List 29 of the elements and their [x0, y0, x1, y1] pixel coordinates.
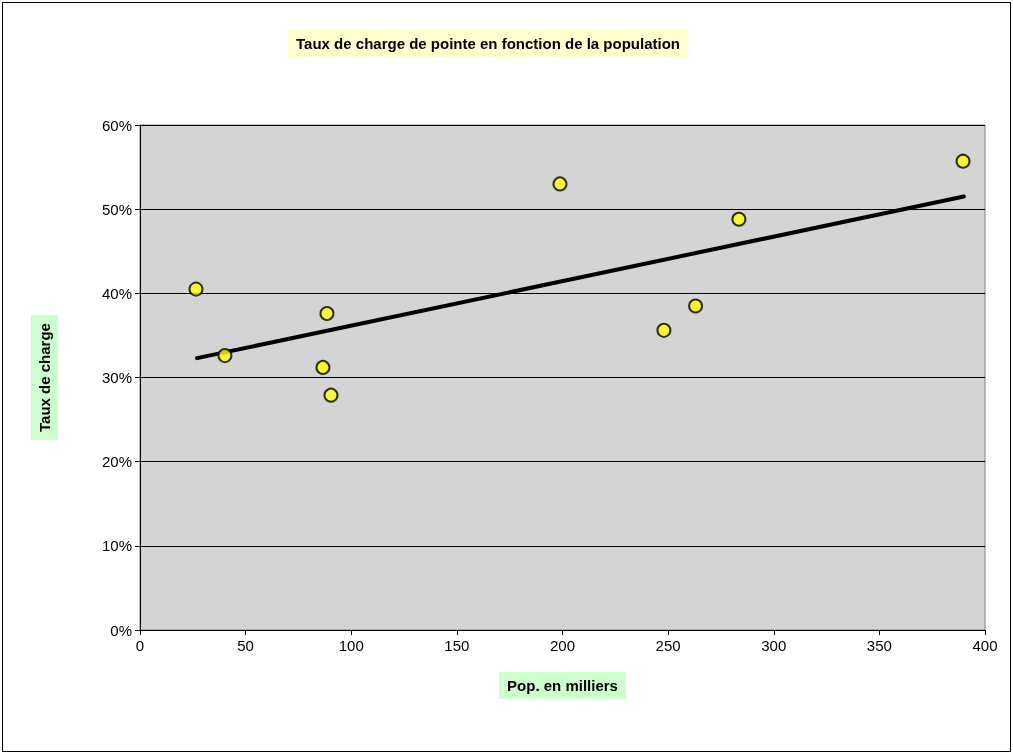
point: [319, 306, 335, 322]
x-tick-label: 300: [761, 637, 787, 654]
point: [552, 176, 568, 192]
y-tick-label: 0%: [110, 621, 132, 639]
point: [188, 281, 204, 297]
x-tick-label: 0: [135, 637, 145, 654]
x-tick-label: 350: [866, 637, 892, 654]
y-tick-label: 10%: [101, 537, 132, 555]
x-tick-label: 100: [338, 637, 364, 654]
chart-title: Taux de charge de pointe en fonction de la population: [296, 35, 680, 52]
point: [688, 298, 704, 314]
y-axis-title: Taux de charge: [36, 323, 53, 432]
x-tick-label: 200: [549, 637, 576, 654]
x-tick-label: 400: [972, 637, 998, 654]
x-tick-label: 250: [655, 637, 681, 654]
y-tick-label: 20%: [101, 453, 132, 471]
point: [656, 322, 672, 338]
y-tick-label: 60%: [101, 116, 132, 134]
point: [955, 153, 971, 169]
point: [323, 387, 339, 403]
y-tick-label: 40%: [101, 284, 132, 302]
point: [731, 211, 747, 227]
point: [217, 348, 233, 364]
x-tick-label: 150: [444, 637, 470, 654]
y-tick-label: 50%: [101, 200, 132, 218]
point: [315, 359, 331, 375]
x-axis-title: Pop. en milliers: [507, 677, 618, 694]
x-tick-label: 50: [237, 637, 254, 654]
y-tick-label: 30%: [101, 369, 132, 386]
